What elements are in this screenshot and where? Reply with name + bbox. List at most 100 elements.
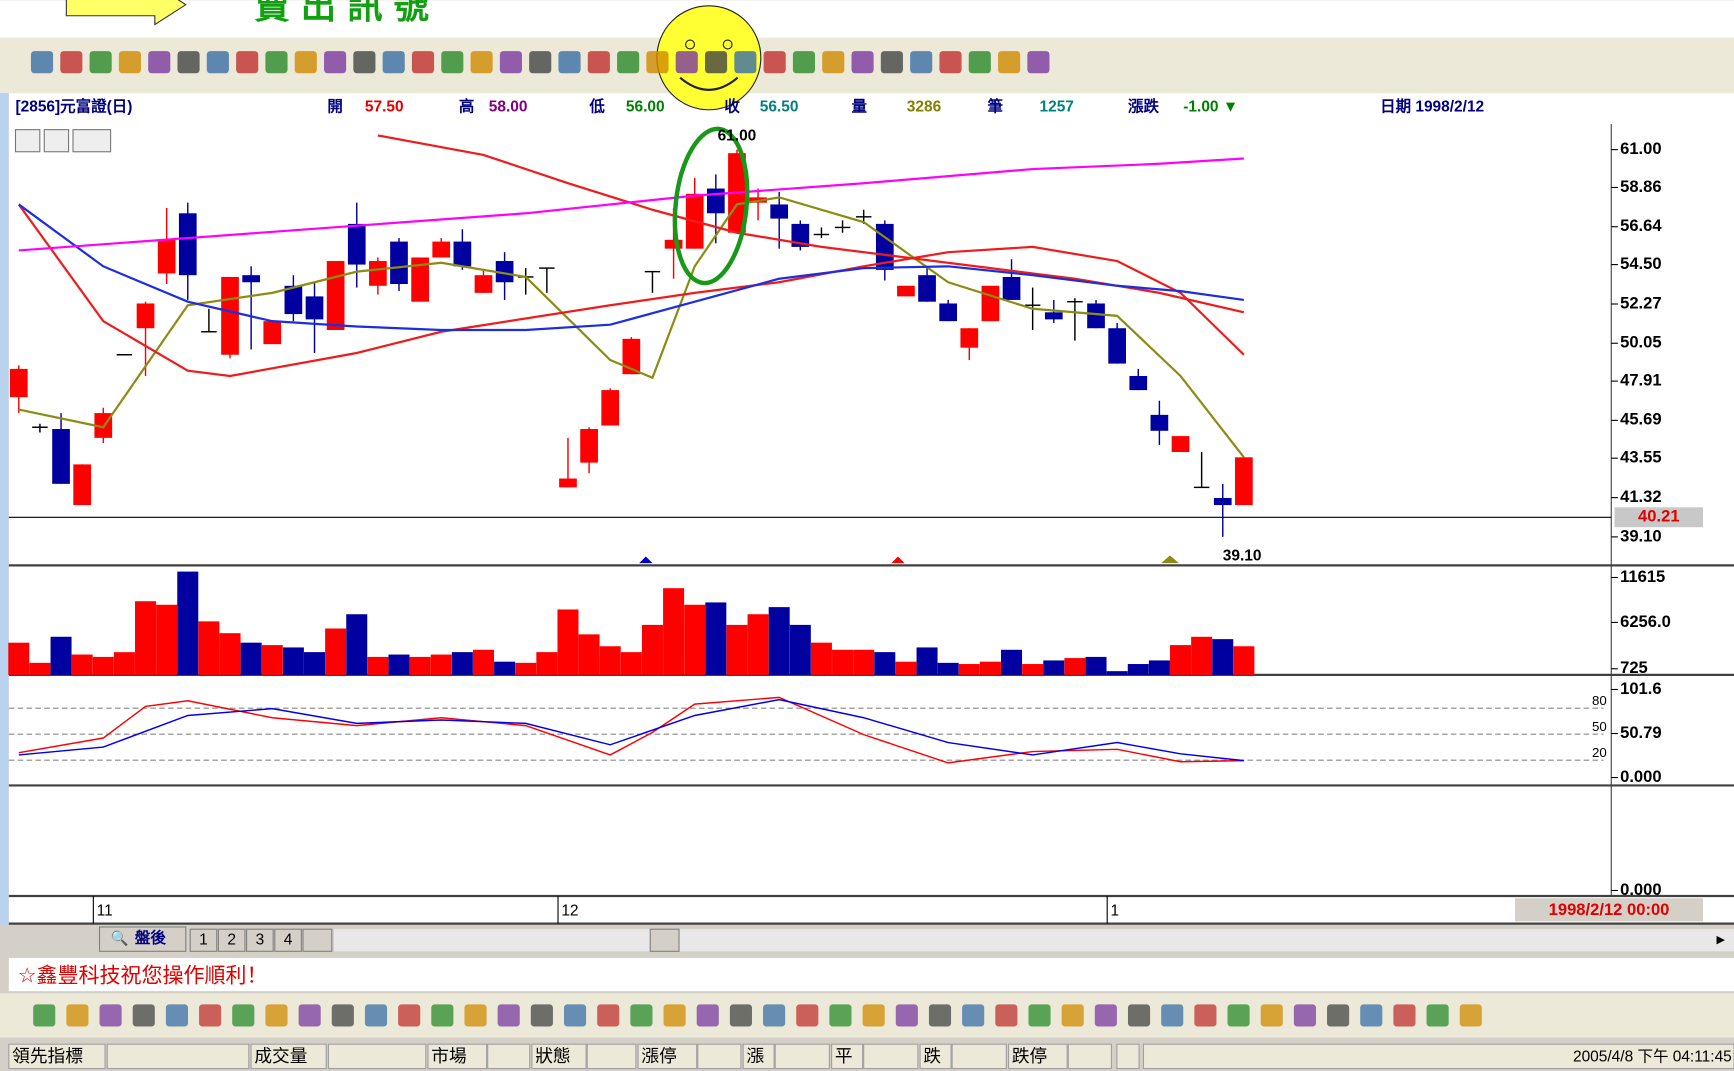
toolbar-button[interactable] [793, 51, 815, 73]
toolbar-button[interactable] [939, 51, 961, 73]
toolbar-button[interactable] [60, 51, 82, 73]
toolbar-button[interactable] [588, 51, 610, 73]
volume-bar [684, 605, 705, 675]
volume-bar [1107, 671, 1128, 675]
toolbar-button[interactable] [730, 1004, 752, 1026]
toolbar-button[interactable] [531, 1004, 553, 1026]
toolbar-button[interactable] [676, 51, 698, 73]
toolbar-button[interactable] [166, 1004, 188, 1026]
toolbar-button[interactable] [31, 51, 53, 73]
toolbar-button[interactable] [332, 1004, 354, 1026]
toolbar-button[interactable] [1095, 1004, 1117, 1026]
volume-bar [1191, 637, 1212, 675]
toolbar-button[interactable] [464, 1004, 486, 1026]
toolbar-button[interactable] [207, 51, 229, 73]
toolbar-button[interactable] [1360, 1004, 1382, 1026]
candle-body [707, 189, 725, 214]
toolbar-button[interactable] [558, 51, 580, 73]
toolbar-button[interactable] [969, 51, 991, 73]
tab-label[interactable]: 1 [199, 931, 208, 948]
toolbar-button[interactable] [148, 51, 170, 73]
tab-label[interactable]: 2 [227, 931, 236, 948]
toolbar-button[interactable] [265, 1004, 287, 1026]
toolbar-button[interactable] [33, 1004, 55, 1026]
toolbar-button[interactable] [1294, 1004, 1316, 1026]
scroll-left[interactable] [303, 929, 332, 951]
tab-main-label[interactable]: 🔍 [111, 929, 129, 947]
toolbar-button[interactable] [383, 51, 405, 73]
scroll-thumb[interactable] [650, 929, 679, 951]
toolbar-button[interactable] [646, 51, 668, 73]
toolbar-button[interactable] [829, 1004, 851, 1026]
toolbar-button[interactable] [295, 51, 317, 73]
tab-label[interactable]: 3 [256, 931, 265, 948]
volume-bar [1170, 645, 1191, 675]
toolbar-button[interactable] [852, 51, 874, 73]
month-label: 12 [561, 903, 578, 920]
toolbar-button[interactable] [617, 51, 639, 73]
toolbar-button[interactable] [1028, 1004, 1050, 1026]
toolbar-button[interactable] [881, 51, 903, 73]
toolbar-button[interactable] [412, 51, 434, 73]
toolbar-button[interactable] [498, 1004, 520, 1026]
toolbar-button[interactable] [822, 51, 844, 73]
toolbar-button[interactable] [441, 51, 463, 73]
toolbar-button[interactable] [471, 51, 493, 73]
toolbar-button[interactable] [1128, 1004, 1150, 1026]
toolbar-button[interactable] [863, 1004, 885, 1026]
scrollbar[interactable] [334, 929, 1734, 951]
toolbar-button[interactable] [1161, 1004, 1183, 1026]
toolbar-button[interactable] [1027, 51, 1049, 73]
toolbar-button[interactable] [365, 1004, 387, 1026]
toolbar-button[interactable] [597, 1004, 619, 1026]
toolbar-button[interactable] [529, 51, 551, 73]
toolbar-button[interactable] [1460, 1004, 1482, 1026]
toolbar-button[interactable] [265, 51, 287, 73]
toolbar-button[interactable] [100, 1004, 122, 1026]
tab-label[interactable]: 4 [284, 931, 293, 948]
toolbar-button[interactable] [398, 1004, 420, 1026]
toolbar-button[interactable] [705, 51, 727, 73]
scroll-right[interactable]: ▶ [1716, 934, 1725, 946]
toolbar-button[interactable] [324, 51, 346, 73]
toolbar-button[interactable] [1261, 1004, 1283, 1026]
toolbar-button[interactable] [564, 1004, 586, 1026]
toolbar-button[interactable] [1228, 1004, 1250, 1026]
toolbar-button[interactable] [236, 51, 258, 73]
toolbar-button[interactable] [763, 1004, 785, 1026]
toolbar-button[interactable] [177, 51, 199, 73]
tab-main-text[interactable]: 盤後 [135, 928, 166, 947]
toolbar-button[interactable] [1194, 1004, 1216, 1026]
plot-tools[interactable] [15, 130, 110, 152]
toolbar-button[interactable] [998, 51, 1020, 73]
volume-bar [853, 650, 874, 675]
toolbar-button[interactable] [796, 1004, 818, 1026]
toolbar-button[interactable] [929, 1004, 951, 1026]
toolbar-button[interactable] [1327, 1004, 1349, 1026]
toolbar-button[interactable] [299, 1004, 321, 1026]
toolbar-button[interactable] [66, 1004, 88, 1026]
candle-body [348, 224, 366, 265]
toolbar-button[interactable] [1427, 1004, 1449, 1026]
quote-label: 筆 [988, 97, 1004, 116]
toolbar-button[interactable] [353, 51, 375, 73]
toolbar-button[interactable] [133, 1004, 155, 1026]
toolbar-button[interactable] [664, 1004, 686, 1026]
volume-bar [367, 657, 388, 675]
toolbar-button[interactable] [1393, 1004, 1415, 1026]
toolbar-button[interactable] [1062, 1004, 1084, 1026]
toolbar-button[interactable] [910, 51, 932, 73]
toolbar-button[interactable] [995, 1004, 1017, 1026]
toolbar-button[interactable] [764, 51, 786, 73]
toolbar-button[interactable] [697, 1004, 719, 1026]
toolbar-button[interactable] [962, 1004, 984, 1026]
toolbar-button[interactable] [630, 1004, 652, 1026]
toolbar-button[interactable] [232, 1004, 254, 1026]
toolbar-button[interactable] [199, 1004, 221, 1026]
toolbar-button[interactable] [734, 51, 756, 73]
toolbar-button[interactable] [500, 51, 522, 73]
toolbar-button[interactable] [896, 1004, 918, 1026]
toolbar-button[interactable] [90, 51, 112, 73]
toolbar-button[interactable] [431, 1004, 453, 1026]
toolbar-button[interactable] [119, 51, 141, 73]
